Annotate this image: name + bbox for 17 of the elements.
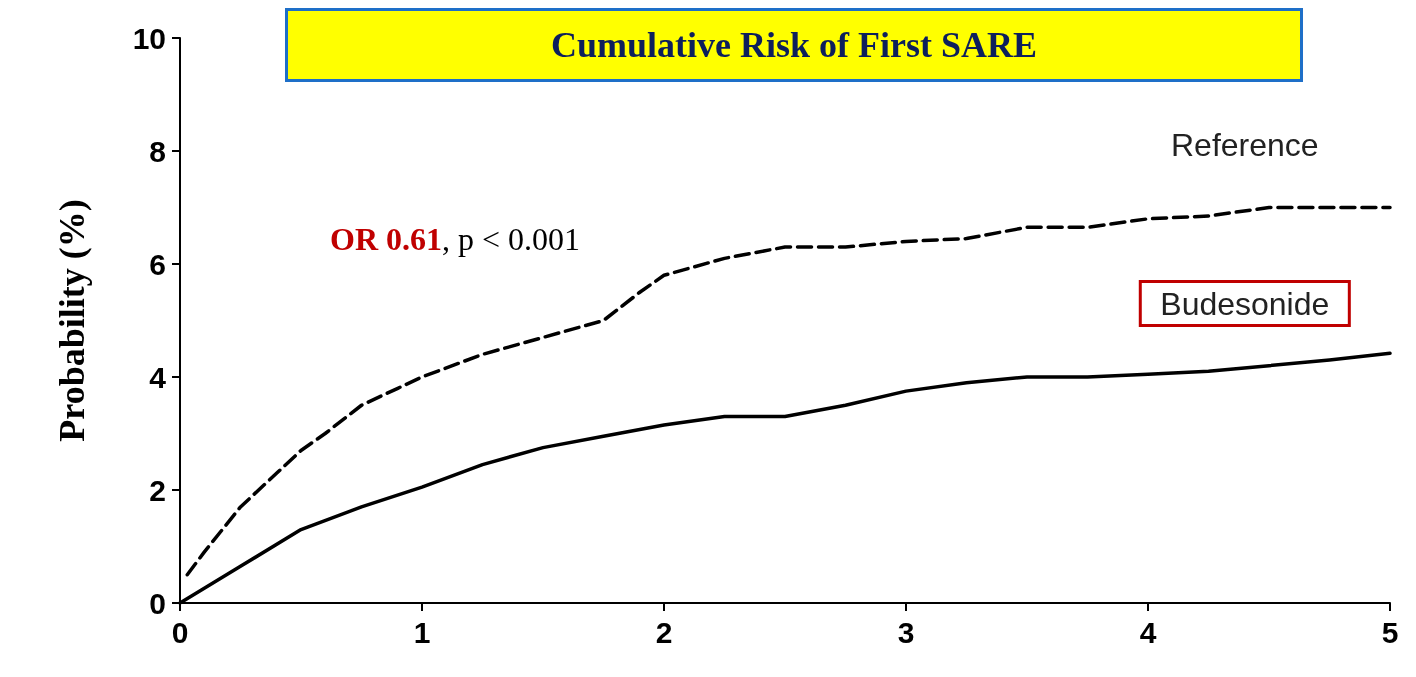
y-tick-label: 8 [149, 134, 166, 168]
series-label: Budesonide [1160, 285, 1330, 322]
y-tick-label: 2 [149, 473, 166, 507]
y-tick-label: 4 [149, 360, 167, 394]
x-tick-label: 4 [1139, 615, 1157, 649]
x-tick-label: 3 [897, 615, 915, 649]
line-series [185, 205, 1392, 577]
x-tick-label: 2 [655, 615, 673, 649]
y-tick-label: 10 [132, 21, 166, 55]
x-tick-label: 0 [171, 615, 189, 649]
y-tick-label: 0 [149, 586, 166, 620]
y-axis-title: Probability (%) [52, 199, 92, 442]
series-label: Reference [1170, 127, 1319, 164]
x-tick-label: 5 [1381, 615, 1399, 649]
x-tick-label: 1 [413, 615, 431, 649]
y-tick-label: 6 [149, 247, 166, 281]
annotation: OR 0.61, p < 0.001 [330, 221, 581, 257]
